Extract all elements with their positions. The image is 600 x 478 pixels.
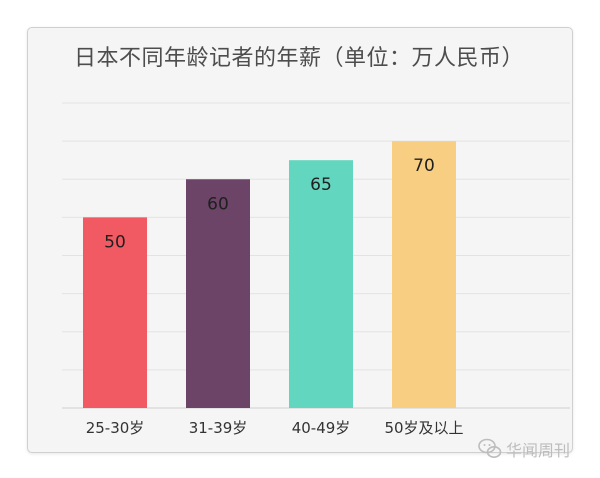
bar-0 <box>83 217 147 408</box>
chart-title: 日本不同年龄记者的年薪（单位：万人民币） <box>73 46 524 71</box>
bar-2 <box>289 160 353 408</box>
wechat-logo-icon <box>478 438 502 458</box>
x-tick-label-0: 25-30岁 <box>86 419 145 437</box>
x-tick-label-1: 31-39岁 <box>189 419 248 437</box>
bar-value-label-1: 60 <box>207 194 229 214</box>
x-tick-label-2: 40-49岁 <box>292 419 351 437</box>
x-tick-label-3: 50岁及以上 <box>384 419 463 437</box>
watermark: 华闻周刊 <box>478 437 570 461</box>
bar-3 <box>392 141 456 408</box>
bar-value-label-2: 65 <box>310 175 332 195</box>
bar-1 <box>186 179 250 408</box>
bar-value-label-3: 70 <box>413 156 435 176</box>
bar-value-label-0: 50 <box>104 232 126 252</box>
watermark-text: 华闻周刊 <box>506 441 571 460</box>
